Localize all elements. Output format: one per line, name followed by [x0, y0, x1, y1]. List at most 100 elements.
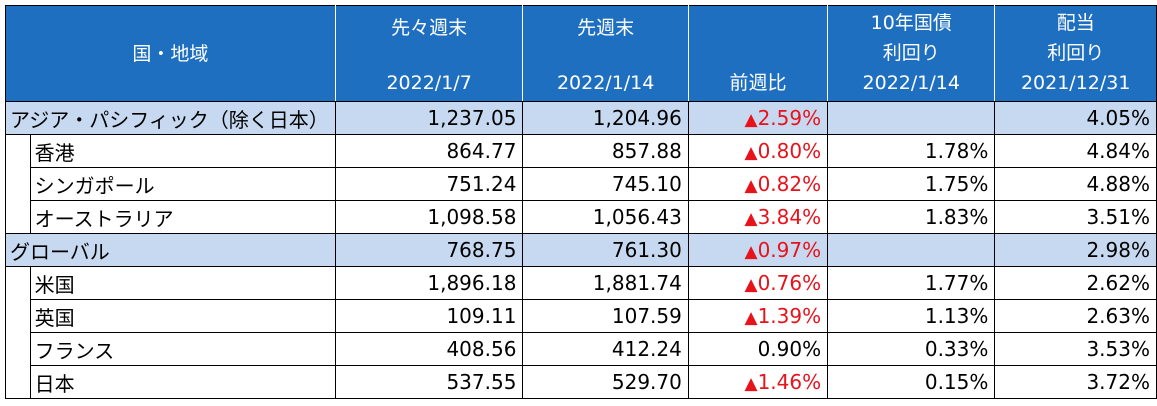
header-wow: 前週比	[687, 5, 828, 102]
prev-value: 109.11	[334, 299, 524, 333]
last-value: 761.30	[522, 233, 689, 267]
header-bond-yield-date: 2022/1/14	[862, 72, 960, 94]
prev-value: 864.77	[334, 134, 524, 168]
last-value: 857.88	[522, 134, 689, 168]
prev-value: 1,237.05	[334, 101, 524, 135]
last-value: 1,881.74	[522, 266, 689, 300]
wow-change-value: 0.82%	[757, 172, 822, 196]
header-prev-week: 先々週末 2022/1/7	[334, 5, 523, 102]
wow-change-value: 0.90%	[757, 337, 822, 361]
wow-change: ▲0.82%	[687, 167, 829, 201]
row-name: シンガポール	[29, 167, 336, 201]
last-value: 1,056.43	[522, 200, 689, 234]
header-bond-yield: 10年国債 利回り 2022/1/14	[827, 5, 995, 102]
wow-change-value: 2.59%	[757, 106, 822, 130]
table-row: 米国 1,896.18 1,881.74 ▲0.76% 1.77% 2.62%	[5, 266, 1157, 300]
last-value: 745.10	[522, 167, 689, 201]
header-last-week-label: 先週末	[577, 17, 635, 39]
header-dividend-line2: 利回り	[1047, 42, 1105, 64]
bond-yield: 1.83%	[827, 200, 996, 234]
triangle-down-marker: ▲	[744, 242, 758, 262]
bond-yield: 0.15%	[827, 365, 996, 399]
wow-change: ▲1.46%	[687, 365, 829, 399]
indent-cell	[5, 167, 31, 201]
wow-change: ▲0.76%	[687, 266, 829, 300]
bond-yield: 1.77%	[827, 266, 996, 300]
header-region-label: 国・地域	[132, 42, 209, 65]
dividend-yield: 2.98%	[994, 233, 1157, 267]
dividend-yield: 2.62%	[994, 266, 1157, 300]
dividend-yield: 3.72%	[994, 365, 1157, 399]
bond-yield: 0.33%	[827, 332, 996, 366]
wow-change-value: 3.84%	[757, 205, 822, 229]
wow-change: 0.90%	[687, 332, 829, 366]
market-table: 国・地域 先々週末 2022/1/7 先週末 2022/1/14 前週比	[5, 5, 1157, 399]
indent-cell	[5, 200, 31, 234]
wow-change-value: 1.39%	[757, 304, 822, 328]
last-value: 412.24	[522, 332, 689, 366]
row-name: 日本	[29, 365, 336, 399]
bond-yield: 1.13%	[827, 299, 996, 333]
table-row: 日本 537.55 529.70 ▲1.46% 0.15% 3.72%	[5, 365, 1157, 399]
wow-change-value: 0.97%	[757, 238, 822, 262]
triangle-down-marker: ▲	[744, 374, 758, 394]
wow-change: ▲0.80%	[687, 134, 829, 168]
dividend-yield: 4.05%	[994, 101, 1157, 135]
header-bond-yield-line2: 利回り	[882, 42, 940, 64]
wow-change-value: 0.76%	[757, 271, 822, 295]
triangle-down-marker: ▲	[744, 275, 758, 295]
header-prev-week-date: 2022/1/7	[386, 72, 472, 94]
triangle-down-marker: ▲	[744, 143, 758, 163]
table-row: グローバル 768.75 761.30 ▲0.97% 2.98%	[5, 233, 1157, 267]
bond-yield: 1.75%	[827, 167, 996, 201]
dividend-yield: 4.88%	[994, 167, 1157, 201]
prev-value: 751.24	[334, 167, 524, 201]
header-dividend-date: 2021/12/31	[1020, 72, 1131, 94]
prev-value: 768.75	[334, 233, 524, 267]
row-name: フランス	[29, 332, 336, 366]
table-row: シンガポール 751.24 745.10 ▲0.82% 1.75% 4.88%	[5, 167, 1157, 201]
header-dividend-line1: 配当	[1056, 12, 1095, 34]
market-table-container: 国・地域 先々週末 2022/1/7 先週末 2022/1/14 前週比	[5, 5, 1157, 399]
dividend-yield: 2.63%	[994, 299, 1157, 333]
header-row: 国・地域 先々週末 2022/1/7 先週末 2022/1/14 前週比	[5, 5, 1157, 102]
bond-yield: 1.78%	[827, 134, 996, 168]
indent-cell	[5, 266, 31, 300]
table-row: 香港 864.77 857.88 ▲0.80% 1.78% 4.84%	[5, 134, 1157, 168]
row-name: オーストラリア	[29, 200, 336, 234]
wow-change: ▲0.97%	[687, 233, 829, 267]
dividend-yield: 4.84%	[994, 134, 1157, 168]
indent-cell	[5, 134, 31, 168]
header-region: 国・地域	[5, 5, 336, 102]
last-value: 529.70	[522, 365, 689, 399]
indent-cell	[5, 365, 31, 399]
header-dividend: 配当 利回り 2021/12/31	[994, 5, 1157, 102]
wow-change: ▲1.39%	[687, 299, 829, 333]
bond-yield	[827, 101, 996, 135]
indent-cell	[5, 299, 31, 333]
table-row: フランス 408.56 412.24 0.90% 0.33% 3.53%	[5, 332, 1157, 366]
prev-value: 537.55	[334, 365, 524, 399]
row-name: 香港	[29, 134, 336, 168]
wow-change-value: 0.80%	[757, 139, 822, 163]
last-value: 107.59	[522, 299, 689, 333]
triangle-down-marker: ▲	[744, 209, 758, 229]
bond-yield	[827, 233, 996, 267]
table-row: オーストラリア 1,098.58 1,056.43 ▲3.84% 1.83% 3…	[5, 200, 1157, 234]
header-prev-week-label: 先々週末	[391, 17, 468, 39]
dividend-yield: 3.53%	[994, 332, 1157, 366]
row-name: 英国	[29, 299, 336, 333]
wow-change-value: 1.46%	[757, 370, 822, 394]
wow-change: ▲2.59%	[687, 101, 829, 135]
row-name: アジア・パシフィック（除く日本）	[5, 101, 336, 135]
triangle-down-marker: ▲	[744, 308, 758, 328]
last-value: 1,204.96	[522, 101, 689, 135]
prev-value: 1,896.18	[334, 266, 524, 300]
header-wow-label: 前週比	[729, 72, 787, 94]
prev-value: 1,098.58	[334, 200, 524, 234]
dividend-yield: 3.51%	[994, 200, 1157, 234]
header-last-week-date: 2022/1/14	[556, 72, 655, 94]
wow-change: ▲3.84%	[687, 200, 829, 234]
header-bond-yield-line1: 10年国債	[870, 12, 952, 34]
row-name: グローバル	[5, 233, 336, 267]
